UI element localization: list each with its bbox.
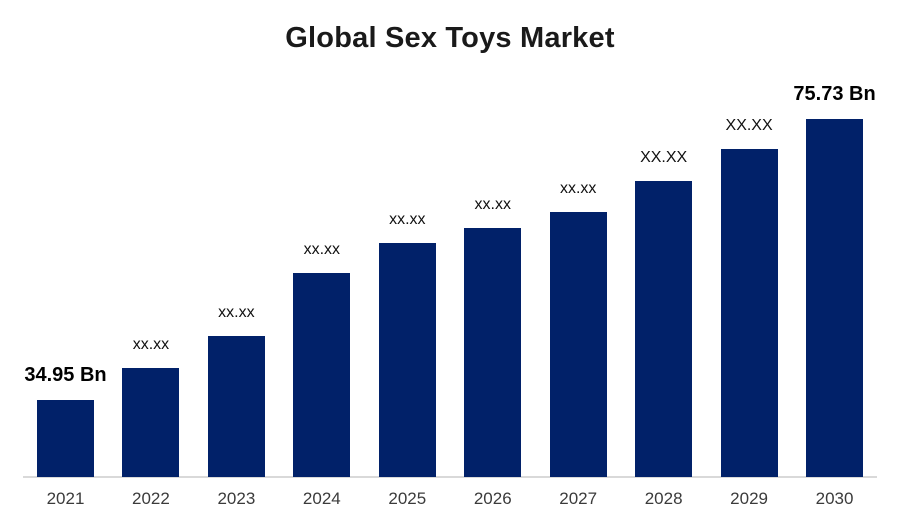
x-tick-label-2028: 2028 [644,489,683,508]
bar-2026 [464,228,522,477]
value-label-2028: XX.XX [640,149,688,166]
value-label-2023: xx.xx [218,304,255,321]
x-tick-label-2027: 2027 [559,489,598,508]
x-tick-label-2030: 2030 [815,489,854,508]
x-tick-label-2024: 2024 [302,489,341,508]
x-tick-label-2022: 2022 [132,489,170,508]
bar-2030 [806,119,864,477]
x-tick-label-2021: 2021 [46,489,85,508]
chart-title: Global Sex Toys Market [285,22,615,54]
bar-2023 [207,336,265,477]
x-tick-label-2025: 2025 [388,489,427,508]
value-label-2027: xx.xx [559,180,597,197]
bar-2022 [122,368,180,477]
bar-2025 [378,243,436,477]
value-label-2021: 34.95 Bn [24,364,107,386]
bar-2027 [549,212,607,477]
bar-2029 [720,149,778,477]
value-label-2030: 75.73 Bn [793,83,876,105]
bar-2028 [635,181,693,477]
value-label-2029: XX.XX [725,117,773,134]
x-tick-label-2026: 2026 [473,489,512,508]
value-label-2022: xx.xx [132,336,170,353]
value-label-2024: xx.xx [303,241,341,258]
bar-2021 [37,400,94,477]
value-label-2025: xx.xx [389,211,426,228]
value-label-2026: xx.xx [474,196,511,213]
x-tick-label-2029: 2029 [730,489,768,508]
x-axis-line [23,476,877,478]
bar-2024 [293,273,351,477]
x-tick-label-2023: 2023 [217,489,256,508]
